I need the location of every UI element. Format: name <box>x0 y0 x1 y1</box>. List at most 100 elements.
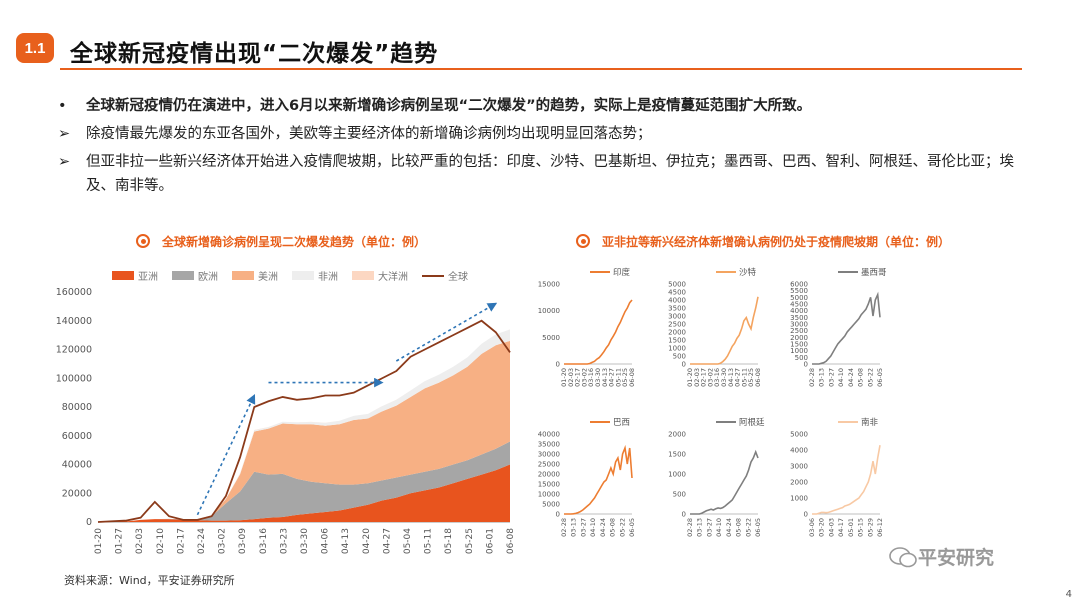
y-tick-label: 10000 <box>538 307 560 315</box>
y-tick-label: 1000 <box>790 495 808 503</box>
trend-arrow-rise <box>196 394 256 516</box>
legend-label: 全球 <box>448 272 468 283</box>
x-tick-label: 04-27 <box>382 528 392 554</box>
x-tick-label: 02-17 <box>176 528 186 554</box>
x-tick-label: 03-16 <box>259 528 269 554</box>
x-tick-label: 06-08 <box>754 368 762 387</box>
x-tick-label: 03-30 <box>594 368 602 387</box>
y-tick-label: 6000 <box>790 281 808 289</box>
y-tick-label: 15000 <box>538 281 560 289</box>
legend-item: 大洋洲 <box>352 268 408 283</box>
y-tick-label: 60000 <box>62 431 92 442</box>
x-tick-label: 04-24 <box>725 518 733 537</box>
x-tick-label: 01-20 <box>686 368 694 387</box>
x-tick-label: 04-06 <box>321 528 331 554</box>
legend-label: 沙特 <box>739 267 757 278</box>
legend-label: 欧洲 <box>198 272 218 283</box>
x-tick-label: 02-03 <box>567 368 575 387</box>
y-tick-label: 5000 <box>668 281 686 289</box>
y-tick-label: 0 <box>86 517 92 528</box>
y-tick-label: 0 <box>682 511 686 519</box>
legend-item: 欧洲 <box>172 268 218 283</box>
series-line <box>812 291 881 365</box>
y-tick-label: 3000 <box>668 313 686 321</box>
y-tick-label: 0 <box>556 511 560 519</box>
area-欧洲 <box>98 441 510 522</box>
x-tick-label: 05-29 <box>866 518 874 537</box>
x-tick-label: 02-03 <box>135 528 145 554</box>
data-source-note: 资料来源：Wind，平安证券研究所 <box>64 574 235 587</box>
y-tick-label: 4000 <box>790 447 808 455</box>
y-tick-label: 2000 <box>668 431 686 439</box>
x-tick-label: 05-25 <box>747 368 755 387</box>
series-line <box>564 299 633 365</box>
x-tick-label: 03-02 <box>706 368 714 387</box>
title-divider <box>60 68 1022 70</box>
x-tick-label: 03-09 <box>238 528 248 554</box>
x-tick-label: 05-04 <box>403 528 413 554</box>
y-tick-label: 1500 <box>668 337 686 345</box>
x-tick-label: 02-03 <box>693 368 701 387</box>
legend-label: 阿根廷 <box>739 417 765 428</box>
area-美洲 <box>98 340 510 522</box>
x-tick-label: 04-10 <box>715 518 723 537</box>
target-icon <box>576 234 590 248</box>
legend-swatch <box>112 271 134 280</box>
legend-label: 巴西 <box>613 418 630 428</box>
bullet-item: • 全球新冠疫情仍在演进中，进入6月以来新增确诊病例呈现“二次爆发”的趋势，实际… <box>58 94 1018 118</box>
legend-label: 印度 <box>613 267 631 278</box>
x-tick-label: 05-08 <box>609 518 617 537</box>
page-number: 4 <box>1065 589 1072 600</box>
series-line <box>690 449 759 515</box>
section-number-badge: 1.1 <box>16 33 54 63</box>
x-tick-label: 03-27 <box>579 518 587 537</box>
y-tick-label: 2500 <box>790 327 808 335</box>
small-chart-沙特: 沙特 05001000150020002500300035004000450050… <box>668 267 762 387</box>
y-tick-label: 2000 <box>668 329 686 337</box>
y-tick-label: 100000 <box>56 373 92 384</box>
y-tick-label: 20000 <box>62 488 92 499</box>
x-tick-label: 02-17 <box>574 368 582 387</box>
x-tick-label: 06-05 <box>754 518 762 537</box>
series-line <box>564 444 633 515</box>
y-tick-label: 5000 <box>790 431 808 439</box>
watermark-text: 平安研究 <box>918 547 995 569</box>
x-tick-label: 04-27 <box>608 368 616 387</box>
trend-arrow-second-wave <box>395 302 498 362</box>
y-tick-label: 3000 <box>790 463 808 471</box>
y-tick-label: 1000 <box>790 347 808 355</box>
area-亚洲 <box>98 464 510 522</box>
x-tick-label: 04-13 <box>601 368 609 387</box>
y-tick-label: 500 <box>673 491 686 499</box>
legend-swatch <box>422 274 444 277</box>
bullet-text: 全球新冠疫情仍在演进中，进入6月以来新增确诊病例呈现“二次爆发”的趋势，实际上是… <box>86 98 812 114</box>
y-tick-label: 4500 <box>790 301 808 309</box>
x-tick-label: 03-23 <box>279 528 289 554</box>
x-tick-label: 02-28 <box>560 518 568 537</box>
legend-swatch <box>172 271 194 280</box>
x-tick-label: 04-13 <box>727 368 735 387</box>
x-tick-label: 03-02 <box>580 368 588 387</box>
small-chart-印度: 印度05000100001500001-2002-0302-1703-0203-… <box>538 267 636 387</box>
x-tick-label: 04-27 <box>734 368 742 387</box>
y-tick-label: 160000 <box>56 287 92 298</box>
x-tick-label: 04-03 <box>827 518 835 537</box>
x-tick-label: 03-20 <box>818 518 826 537</box>
y-tick-label: 0 <box>804 361 808 369</box>
legend-item: 亚洲 <box>112 268 158 283</box>
legend-label: 大洋洲 <box>378 272 408 283</box>
y-tick-label: 3000 <box>790 321 808 329</box>
right-chart-title: 亚非拉等新兴经济体新增确认病例仍处于疫情爬坡期（单位：例） <box>576 234 976 250</box>
x-tick-label: 01-20 <box>94 528 104 554</box>
small-chart-巴西: 巴西 0 5000 10000 15000 20000 25000 30000 35000 400… <box>538 418 636 537</box>
y-tick-label: 140000 <box>56 316 92 327</box>
x-tick-label: 06-05 <box>876 368 884 387</box>
x-tick-label: 03-13 <box>818 368 826 387</box>
x-tick-label: 06-05 <box>628 518 636 537</box>
y-tick-label: 2000 <box>790 479 808 487</box>
y-tick-label: 1000 <box>668 345 686 353</box>
x-tick-label: 05-22 <box>618 518 626 537</box>
y-tick-label: 40000 <box>538 431 560 439</box>
x-tick-label: 05-11 <box>740 368 748 387</box>
y-tick-label: 4000 <box>790 307 808 315</box>
